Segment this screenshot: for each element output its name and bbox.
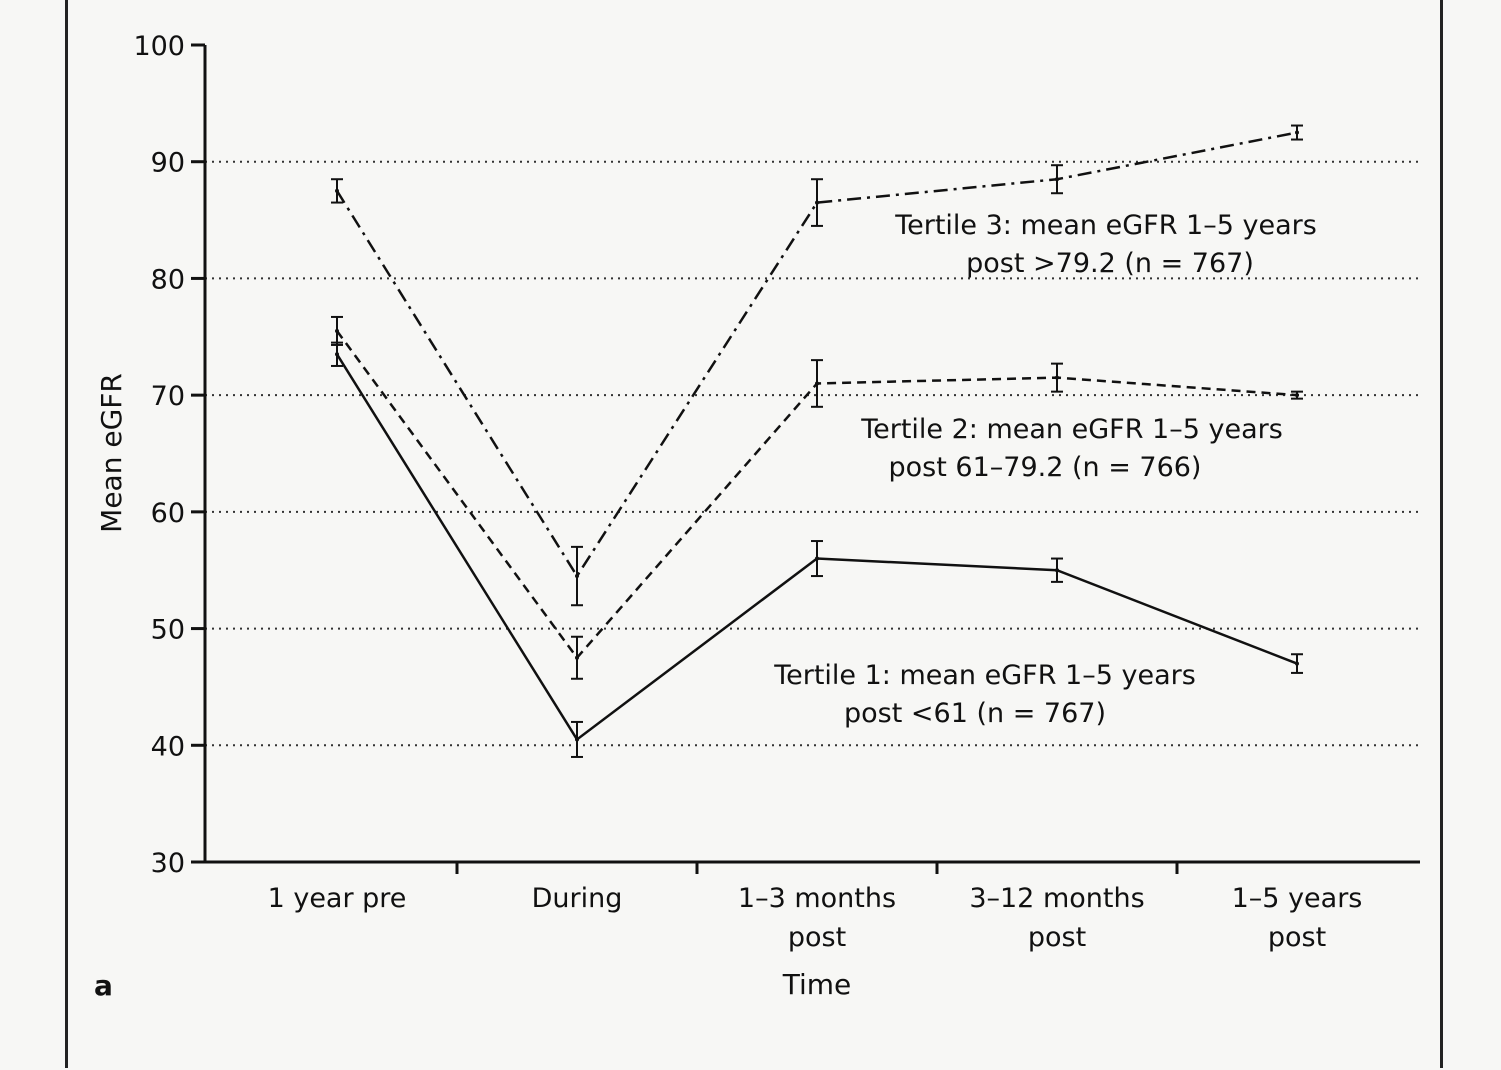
tertile-1-point-2 — [815, 556, 819, 561]
tertile-3-point-3 — [1055, 177, 1059, 182]
x-tick-label-1-0: During — [532, 883, 623, 914]
tertile-3-point-1 — [575, 574, 579, 579]
y-tick-label-60: 60 — [151, 498, 185, 529]
tertile-3-point-2 — [815, 200, 819, 205]
y-tick-label-40: 40 — [151, 731, 185, 762]
tertile-3-annotation-1: post >79.2 (n = 767) — [966, 248, 1254, 279]
tertile-3-line — [335, 131, 1298, 579]
y-tick-label-70: 70 — [151, 381, 185, 412]
y-tick-label-50: 50 — [151, 615, 185, 646]
tertile-2-point-3 — [1055, 375, 1059, 380]
tertile-2-point-0 — [335, 328, 339, 333]
axis-layer: 30 40 50 60 70 80 90 100 1 year pre During 1–3 mon… — [133, 31, 1420, 953]
x-tick-label-3-0: 3–12 months — [969, 883, 1144, 914]
x-tick-label-4-0: 1–5 years — [1232, 883, 1363, 914]
label-layer: Tertile 3: mean eGFR 1–5 years post >79.2… — [773, 210, 1317, 729]
series-layer — [331, 124, 1303, 758]
tertile-1-point-0 — [335, 352, 339, 357]
tertile-2-annotation-0: Tertile 2: mean eGFR 1–5 years — [860, 414, 1283, 445]
tertile-1-point-1 — [575, 737, 579, 742]
tertile-3-point-0 — [335, 188, 339, 193]
y-tick-label-30: 30 — [151, 848, 185, 879]
y-axis-title: Mean eGFR — [95, 373, 128, 533]
tertile-2-point-4 — [1295, 393, 1299, 398]
x-axis-title: Time — [782, 968, 852, 1001]
x-tick-label-2-0: 1–3 months — [738, 883, 896, 914]
tertile-1-annotation-1: post <61 (n = 767) — [844, 698, 1106, 729]
tertile-1-point-4 — [1295, 661, 1299, 666]
page-frame — [65, 0, 1443, 1068]
tertile-2-point-1 — [575, 655, 579, 660]
y-tick-label-100: 100 — [133, 31, 185, 62]
tertile-2-point-2 — [815, 381, 819, 386]
tertile-1-point-3 — [1055, 568, 1059, 573]
tertile-3-annotation-0: Tertile 3: mean eGFR 1–5 years — [894, 210, 1317, 241]
x-tick-label-2-1: post — [788, 922, 846, 953]
x-tick-label-0-0: 1 year pre — [268, 883, 407, 914]
tertile-3-point-4 — [1295, 130, 1299, 135]
tertile-1-annotation-0: Tertile 1: mean eGFR 1–5 years — [773, 660, 1196, 691]
tertile-2-annotation-1: post 61–79.2 (n = 766) — [889, 452, 1202, 483]
y-tick-label-90: 90 — [151, 148, 185, 179]
x-tick-label-3-1: post — [1028, 922, 1086, 953]
x-tick-label-4-1: post — [1268, 922, 1326, 953]
y-tick-label-80: 80 — [151, 264, 185, 295]
panel-label: a — [94, 969, 113, 1002]
